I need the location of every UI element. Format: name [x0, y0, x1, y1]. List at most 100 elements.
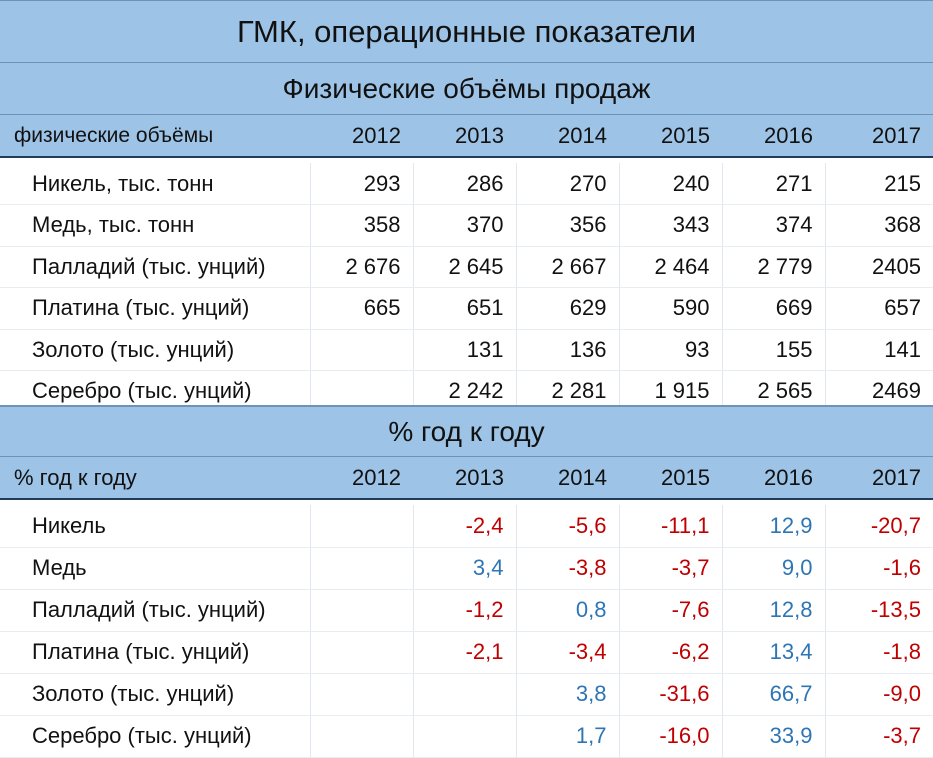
table-row: Никель, тыс. тонн 293 286 270 240 271 215 — [0, 163, 933, 205]
sales-header-row: физические объёмы 2012 2013 2014 2015 20… — [0, 115, 933, 158]
value-cell: 12,8 — [722, 589, 826, 632]
value-cell: 3,4 — [413, 547, 517, 590]
value-cell: 2 464 — [619, 246, 723, 288]
row-label: Палладий (тыс. унций) — [0, 246, 311, 288]
value-cell: 33,9 — [722, 715, 826, 758]
year-header: 2012 — [310, 115, 413, 158]
year-header: 2014 — [516, 457, 619, 500]
value-cell: 9,0 — [722, 547, 826, 590]
value-cell: 665 — [310, 287, 414, 330]
row-label: Золото (тыс. унций) — [0, 329, 311, 371]
row-label: Медь, тыс. тонн — [0, 204, 311, 247]
table-row: Палладий (тыс. унций) 2 676 2 645 2 667 2 46… — [0, 246, 933, 288]
value-cell: 3,8 — [516, 673, 620, 716]
table-row: Палладий (тыс. унций) -1,2 0,8 -7,6 12,8 -13,… — [0, 589, 933, 632]
value-cell: 368 — [825, 204, 933, 247]
value-cell: -5,6 — [516, 505, 620, 548]
value-cell: 12,9 — [722, 505, 826, 548]
value-cell: -11,1 — [619, 505, 723, 548]
value-cell: -16,0 — [619, 715, 723, 758]
value-cell: -1,8 — [825, 631, 933, 674]
yoy-table: % год к году 2012 2013 2014 2015 2016 20… — [0, 457, 933, 758]
value-cell: 93 — [619, 329, 723, 371]
value-cell: -7,6 — [619, 589, 723, 632]
year-header: 2013 — [413, 115, 516, 158]
value-cell: 669 — [722, 287, 826, 330]
yoy-section-title: % год к году — [0, 405, 933, 457]
year-header: 2017 — [825, 457, 933, 500]
value-cell — [310, 505, 414, 548]
year-header: 2015 — [619, 457, 722, 500]
value-cell: 270 — [516, 163, 620, 205]
row-label: Палладий (тыс. унций) — [0, 589, 311, 632]
row-label: Никель — [0, 505, 311, 548]
sales-table: физические объёмы 2012 2013 2014 2015 20… — [0, 115, 933, 413]
value-cell: 590 — [619, 287, 723, 330]
value-cell: -6,2 — [619, 631, 723, 674]
value-cell — [310, 715, 414, 758]
value-cell: -1,6 — [825, 547, 933, 590]
year-header: 2016 — [722, 457, 825, 500]
value-cell: 215 — [825, 163, 933, 205]
value-cell: 2 676 — [310, 246, 414, 288]
value-cell — [310, 547, 414, 590]
table-row: Никель -2,4 -5,6 -11,1 12,9 -20,7 — [0, 505, 933, 548]
sales-header-label: физические объёмы — [0, 115, 310, 158]
year-header: 2016 — [722, 115, 825, 158]
value-cell — [310, 673, 414, 716]
value-cell: 358 — [310, 204, 414, 247]
yoy-header-row: % год к году 2012 2013 2014 2015 2016 20… — [0, 457, 933, 500]
table-row: Медь, тыс. тонн 358 370 356 343 374 368 — [0, 204, 933, 247]
value-cell: 343 — [619, 204, 723, 247]
row-label: Никель, тыс. тонн — [0, 163, 311, 205]
value-cell: 136 — [516, 329, 620, 371]
value-cell: 370 — [413, 204, 517, 247]
table-row: Золото (тыс. унций) 131 136 93 155 141 — [0, 329, 933, 371]
table-row: Платина (тыс. унций) 665 651 629 590 669 657 — [0, 287, 933, 330]
value-cell: 293 — [310, 163, 414, 205]
value-cell — [310, 589, 414, 632]
value-cell: -2,1 — [413, 631, 517, 674]
table-row: Золото (тыс. унций) 3,8 -31,6 66,7 -9,0 — [0, 673, 933, 716]
value-cell: -3,4 — [516, 631, 620, 674]
value-cell: 141 — [825, 329, 933, 371]
year-header: 2017 — [825, 115, 933, 158]
row-label: Медь — [0, 547, 311, 590]
value-cell: 657 — [825, 287, 933, 330]
value-cell: -13,5 — [825, 589, 933, 632]
value-cell: -3,7 — [825, 715, 933, 758]
value-cell: -20,7 — [825, 505, 933, 548]
value-cell: 2405 — [825, 246, 933, 288]
value-cell: 2 645 — [413, 246, 517, 288]
value-cell: 240 — [619, 163, 723, 205]
row-label: Платина (тыс. унций) — [0, 287, 311, 330]
value-cell: 2 779 — [722, 246, 826, 288]
value-cell — [310, 631, 414, 674]
value-cell: 629 — [516, 287, 620, 330]
value-cell: -2,4 — [413, 505, 517, 548]
value-cell: 374 — [722, 204, 826, 247]
value-cell: 1,7 — [516, 715, 620, 758]
value-cell — [413, 673, 517, 716]
value-cell: -31,6 — [619, 673, 723, 716]
value-cell: 0,8 — [516, 589, 620, 632]
year-header: 2012 — [310, 457, 413, 500]
value-cell: -9,0 — [825, 673, 933, 716]
value-cell: 131 — [413, 329, 517, 371]
value-cell: 13,4 — [722, 631, 826, 674]
value-cell: 155 — [722, 329, 826, 371]
value-cell: -3,7 — [619, 547, 723, 590]
value-cell: 271 — [722, 163, 826, 205]
year-header: 2015 — [619, 115, 722, 158]
value-cell: -1,2 — [413, 589, 517, 632]
value-cell — [413, 715, 517, 758]
table-row: Медь 3,4 -3,8 -3,7 9,0 -1,6 — [0, 547, 933, 590]
value-cell: 2 667 — [516, 246, 620, 288]
year-header: 2013 — [413, 457, 516, 500]
value-cell: 66,7 — [722, 673, 826, 716]
value-cell: 651 — [413, 287, 517, 330]
table-row: Серебро (тыс. унций) 1,7 -16,0 33,9 -3,7 — [0, 715, 933, 758]
value-cell — [310, 329, 414, 371]
year-header: 2014 — [516, 115, 619, 158]
